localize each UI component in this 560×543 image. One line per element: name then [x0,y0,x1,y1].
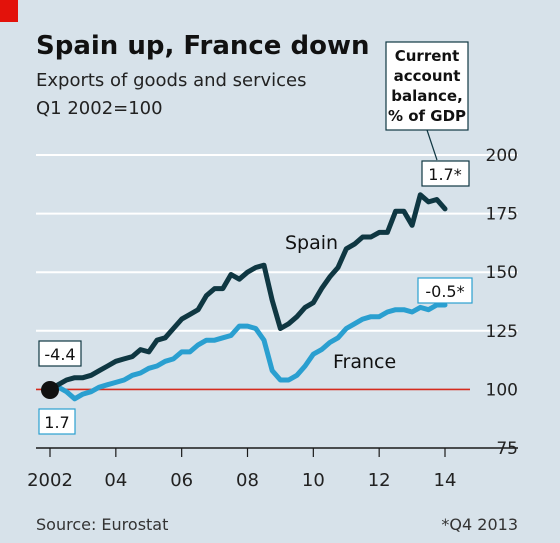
x-tick-label-06: 06 [170,470,193,491]
red-corner-tab [0,0,18,22]
annotation-france-end: -0.5* [417,277,473,304]
x-tick-label-08: 08 [236,470,259,491]
start-marker [41,381,59,399]
series-line-france [47,302,448,402]
source-note: Source: Eurostat [36,515,168,534]
annotation-france-start-text: 1.7 [44,413,69,432]
callout-line-4: % of GDP [388,107,466,125]
y-tick-label-125: 125 [486,322,518,342]
x-tick-label-12: 12 [368,470,391,491]
series-label-france: France [333,351,396,373]
series-line-spain [47,192,448,392]
callout-line-3: balance, [391,87,463,105]
chart-subtitle-base: Q1 2002=100 [36,98,163,119]
x-tick-label-10: 10 [302,470,325,491]
annotation-spain-end-text: 1.7* [428,165,461,184]
y-tick-label-200: 200 [486,146,518,166]
y-tick-label-150: 150 [486,263,518,283]
y-tick-label-175: 175 [486,205,518,225]
annotation-spain-start: -4.4 [38,340,82,367]
x-tick-label-14: 14 [434,470,457,491]
y-tick-label-75: 75 [496,439,518,459]
annotation-spain-start-text: -4.4 [44,345,75,364]
annotation-france-start: 1.7 [38,408,76,435]
callout-line-2: account [394,67,461,85]
y-tick-label-100: 100 [486,380,518,400]
callout-current-account: Current account balance, % of GDP [385,41,469,161]
x-tick-label-04: 04 [104,470,127,491]
series-label-spain: Spain [285,232,338,254]
footnote: *Q4 2013 [441,515,518,534]
chart-subtitle: Exports of goods and services [36,70,307,91]
x-tick-label-2002: 2002 [27,470,73,491]
chart-title: Spain up, France down [36,31,369,61]
annotation-spain-end: 1.7* [421,160,470,187]
annotation-france-end-text: -0.5* [425,282,464,301]
callout-line-1: Current [395,47,460,65]
